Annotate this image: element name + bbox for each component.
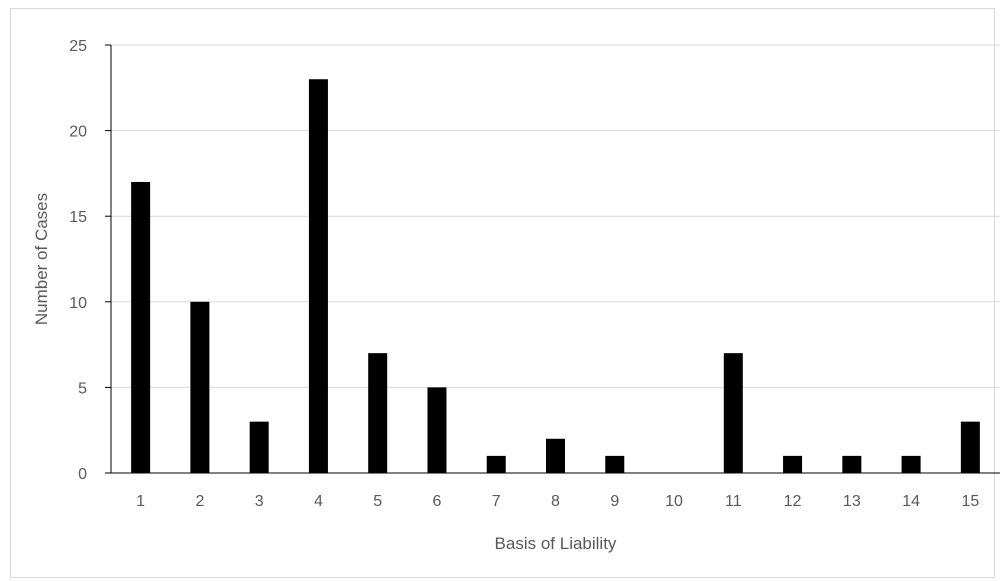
y-axis-ticks: 0 5 10 15 20 25	[69, 38, 111, 483]
bar-3	[249, 421, 269, 473]
x-tick-label: 15	[961, 493, 979, 510]
bar-11	[723, 353, 743, 473]
bar-14	[901, 455, 921, 473]
y-tick-label: 20	[69, 124, 87, 141]
x-tick-label: 5	[373, 493, 382, 510]
y-tick-label: 15	[69, 209, 87, 226]
bar-13	[842, 455, 862, 473]
x-tick-label: 13	[843, 493, 861, 510]
x-tick-label: 8	[551, 493, 560, 510]
x-axis-title: Basis of Liability	[495, 534, 617, 553]
x-tick-label: 6	[433, 493, 442, 510]
bar-1	[131, 181, 151, 473]
x-tick-label: 3	[255, 493, 264, 510]
x-tick-label: 1	[136, 493, 145, 510]
bar-4	[308, 79, 328, 474]
x-tick-label: 4	[314, 493, 323, 510]
y-tick-label: 5	[78, 380, 87, 397]
x-tick-label: 7	[492, 493, 501, 510]
x-tick-label: 12	[784, 493, 802, 510]
axes	[110, 45, 1000, 474]
bar-15	[960, 421, 980, 473]
bars	[131, 79, 980, 474]
y-axis-title: Number of Cases	[32, 193, 51, 325]
x-tick-label: 9	[610, 493, 619, 510]
bar-8	[546, 438, 565, 473]
gridlines	[111, 44, 1000, 388]
chart-frame	[10, 8, 995, 578]
bar-5	[368, 353, 388, 473]
bar-6	[427, 387, 447, 473]
bar-2	[190, 301, 210, 473]
x-tick-label: 10	[665, 493, 683, 510]
x-tick-label: 14	[902, 493, 920, 510]
bar-12	[783, 455, 803, 473]
x-axis-ticks: 1 2 3 4 5 6 7 8 9 10 11 12 13 14 15	[136, 493, 979, 510]
bar-7	[486, 455, 506, 473]
x-tick-label: 11	[725, 493, 742, 510]
bar-9	[605, 455, 625, 473]
y-tick-label: 25	[69, 38, 87, 55]
y-tick-label: 0	[78, 466, 87, 483]
y-tick-label: 10	[69, 295, 87, 312]
x-tick-label: 2	[195, 493, 204, 510]
